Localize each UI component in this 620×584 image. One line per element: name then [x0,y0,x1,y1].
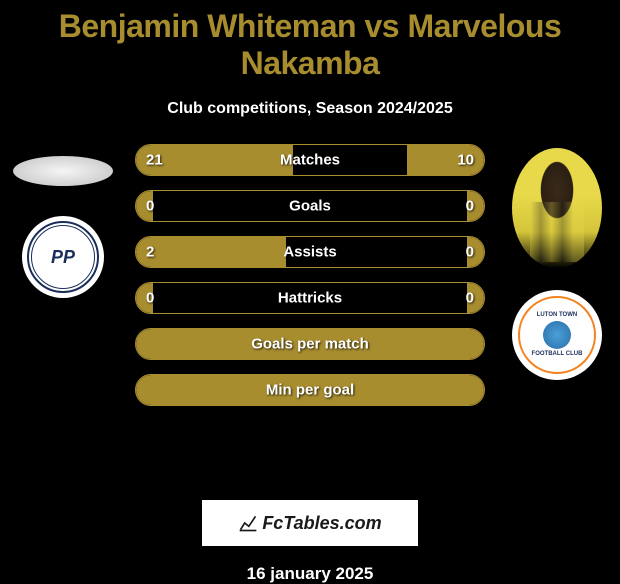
player1-avatar [13,156,113,186]
stat-label: Goals [289,198,331,215]
stat-value-right: 0 [466,198,474,215]
stat-value-right: 0 [466,244,474,261]
page-title: Benjamin Whiteman vs Marvelous Nakamba [0,0,620,82]
stat-value-left: 2 [146,244,154,261]
subtitle: Club competitions, Season 2024/2025 [0,100,620,118]
watermark: FcTables.com [202,500,418,546]
player2-club-badge: LUTON TOWN FOOTBALL CLUB [512,290,602,380]
stat-value-right: 10 [457,152,474,169]
bar-fill-left [136,237,286,267]
player1-club-short: PP [51,248,75,266]
stat-value-left: 21 [146,152,163,169]
stat-row: 0 0 Hattricks [135,282,485,314]
stat-row: 0 0 Goals [135,190,485,222]
player1-club-badge-inner: PP [27,221,99,293]
player2-club-top: LUTON TOWN [537,312,577,319]
stat-value-left: 0 [146,290,154,307]
player2-club-bottom: FOOTBALL CLUB [532,351,583,358]
stat-label: Matches [280,152,340,169]
stat-bars: 21 10 Matches 0 0 Goals 2 0 Assists 0 0 Hattricks Go… [135,144,485,420]
stat-label: Min per goal [266,382,354,399]
player2-column: LUTON TOWN FOOTBALL CLUB [502,144,612,380]
player2-avatar [512,148,602,268]
player1-club-badge: PP [22,216,104,298]
globe-icon [543,321,571,349]
watermark-text: FcTables.com [262,513,381,534]
stat-value-left: 0 [146,198,154,215]
stat-row: 21 10 Matches [135,144,485,176]
stat-row: 2 0 Assists [135,236,485,268]
stat-label: Goals per match [251,336,369,353]
player1-column: PP [8,144,118,298]
player2-club-badge-inner: LUTON TOWN FOOTBALL CLUB [518,296,596,374]
stat-row: Goals per match [135,328,485,360]
comparison-content: PP LUTON TOWN FOOTBALL CLUB 21 10 Matches 0… [0,144,620,504]
stat-value-right: 0 [466,290,474,307]
stat-row: Min per goal [135,374,485,406]
date: 16 january 2025 [0,564,620,584]
stat-label: Hattricks [278,290,342,307]
stat-label: Assists [283,244,336,261]
chart-icon [238,513,258,533]
